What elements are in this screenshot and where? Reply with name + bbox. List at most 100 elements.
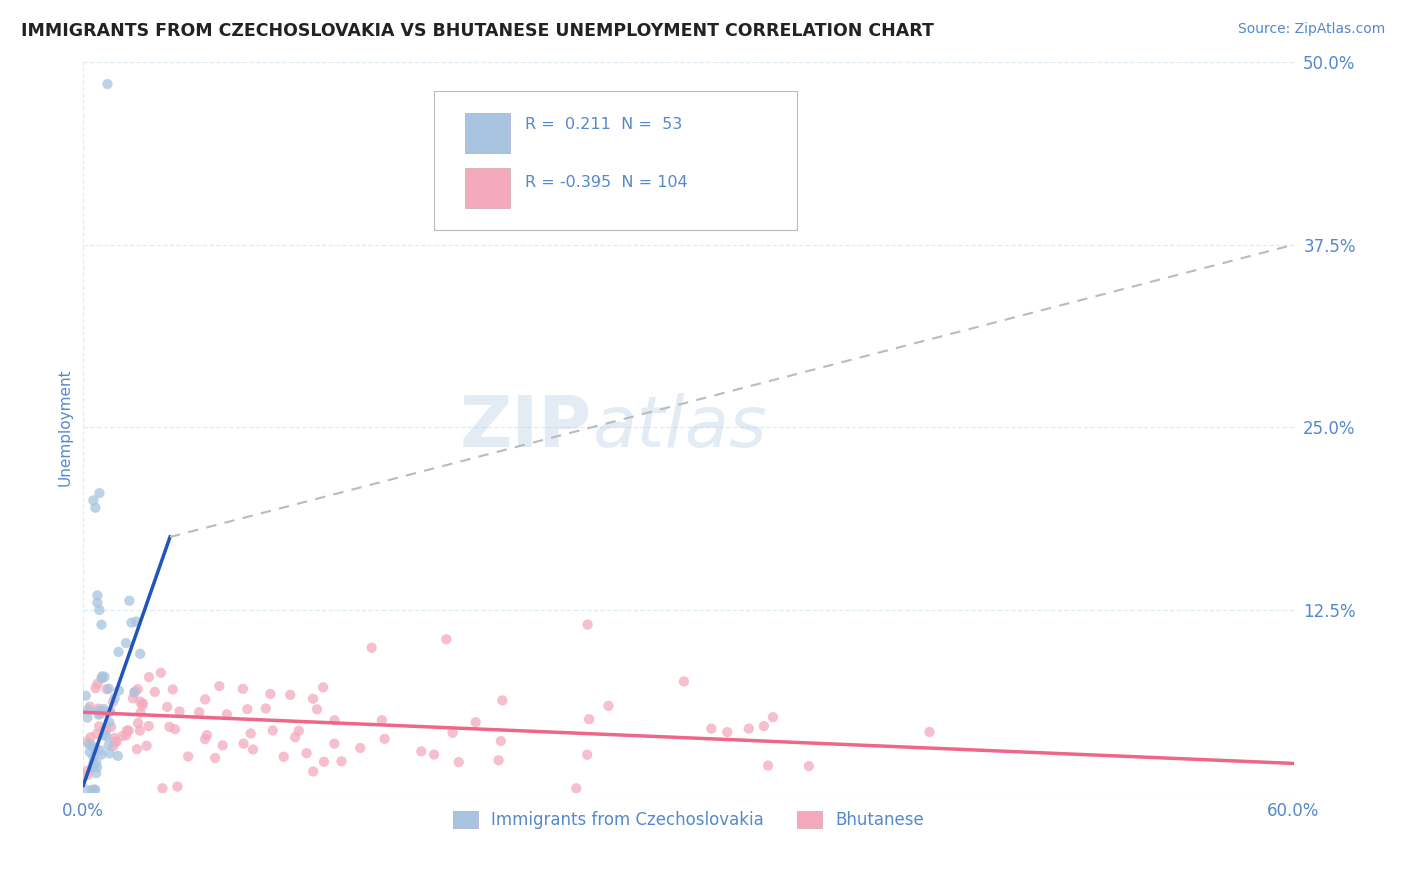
Point bbox=[127, 682, 149, 697]
Point bbox=[80, 782, 103, 797]
Point bbox=[105, 734, 128, 748]
Point bbox=[96, 682, 118, 697]
Point bbox=[98, 747, 121, 761]
Point bbox=[242, 742, 264, 756]
Point bbox=[90, 671, 112, 685]
Point bbox=[90, 747, 112, 762]
Point bbox=[576, 747, 599, 762]
Point bbox=[111, 729, 134, 743]
Point bbox=[86, 589, 108, 603]
Point bbox=[101, 695, 124, 709]
Point bbox=[204, 751, 226, 765]
Point bbox=[86, 596, 108, 610]
Point bbox=[177, 749, 200, 764]
Point bbox=[93, 723, 115, 738]
Point bbox=[738, 722, 761, 736]
Point bbox=[194, 732, 217, 747]
Point bbox=[80, 739, 103, 753]
Point bbox=[124, 684, 146, 698]
Point bbox=[98, 705, 121, 719]
Point bbox=[98, 705, 121, 719]
Point bbox=[125, 742, 148, 756]
Point bbox=[97, 739, 120, 753]
Point bbox=[302, 764, 325, 779]
Point bbox=[132, 697, 155, 711]
Point bbox=[488, 753, 510, 767]
Point bbox=[138, 719, 160, 733]
Point bbox=[121, 691, 143, 706]
Point bbox=[79, 745, 101, 759]
Point bbox=[578, 712, 600, 726]
Point bbox=[447, 755, 470, 769]
Point bbox=[143, 685, 166, 699]
Point bbox=[232, 737, 254, 751]
Point bbox=[215, 707, 238, 722]
Point bbox=[128, 723, 150, 738]
Bar bbox=[464, 113, 510, 153]
Point bbox=[93, 702, 115, 716]
Point bbox=[312, 681, 335, 695]
Point bbox=[288, 723, 311, 738]
Point bbox=[169, 705, 191, 719]
Point bbox=[90, 617, 112, 632]
Point bbox=[129, 647, 152, 661]
Point bbox=[89, 706, 111, 721]
Point bbox=[108, 683, 131, 698]
Point bbox=[284, 731, 307, 745]
Point bbox=[194, 692, 217, 706]
Point bbox=[83, 782, 105, 797]
Point bbox=[79, 699, 101, 714]
Point bbox=[79, 731, 101, 745]
Point bbox=[323, 737, 346, 751]
Point bbox=[232, 681, 254, 696]
Point bbox=[89, 719, 111, 733]
Point bbox=[149, 665, 172, 680]
Point bbox=[90, 672, 112, 686]
Point bbox=[752, 719, 775, 733]
Point bbox=[129, 695, 152, 709]
Point bbox=[97, 681, 120, 696]
Point bbox=[103, 731, 125, 745]
Point bbox=[162, 682, 184, 697]
Point bbox=[89, 486, 111, 500]
Point bbox=[121, 615, 143, 630]
Point bbox=[82, 760, 104, 774]
Point bbox=[84, 766, 107, 780]
Legend: Immigrants from Czechoslovakia, Bhutanese: Immigrants from Czechoslovakia, Bhutanes… bbox=[446, 804, 931, 836]
Point bbox=[86, 677, 108, 691]
Bar bbox=[464, 168, 510, 208]
Point bbox=[104, 691, 127, 706]
Point bbox=[756, 758, 779, 772]
Point bbox=[323, 714, 346, 728]
Point bbox=[84, 782, 107, 797]
Point bbox=[129, 706, 152, 720]
Point bbox=[77, 702, 100, 716]
FancyBboxPatch shape bbox=[434, 91, 797, 230]
Point bbox=[76, 735, 98, 749]
Point bbox=[163, 722, 186, 736]
Point bbox=[84, 500, 107, 515]
Point bbox=[598, 698, 620, 713]
Point bbox=[75, 782, 97, 797]
Point bbox=[211, 739, 233, 753]
Point bbox=[107, 748, 129, 763]
Point bbox=[76, 711, 98, 725]
Point bbox=[118, 723, 141, 738]
Point bbox=[98, 715, 121, 730]
Point bbox=[96, 77, 118, 91]
Point bbox=[83, 760, 105, 774]
Text: ZIP: ZIP bbox=[460, 392, 592, 462]
Point bbox=[82, 756, 104, 771]
Point bbox=[107, 645, 129, 659]
Point bbox=[76, 764, 98, 778]
Point bbox=[312, 755, 335, 769]
Point bbox=[371, 714, 394, 728]
Point bbox=[93, 728, 115, 742]
Point bbox=[491, 693, 513, 707]
Point bbox=[118, 594, 141, 608]
Point bbox=[576, 617, 599, 632]
Point bbox=[166, 780, 188, 794]
Point bbox=[76, 768, 98, 782]
Point bbox=[700, 722, 723, 736]
Point bbox=[83, 741, 105, 756]
